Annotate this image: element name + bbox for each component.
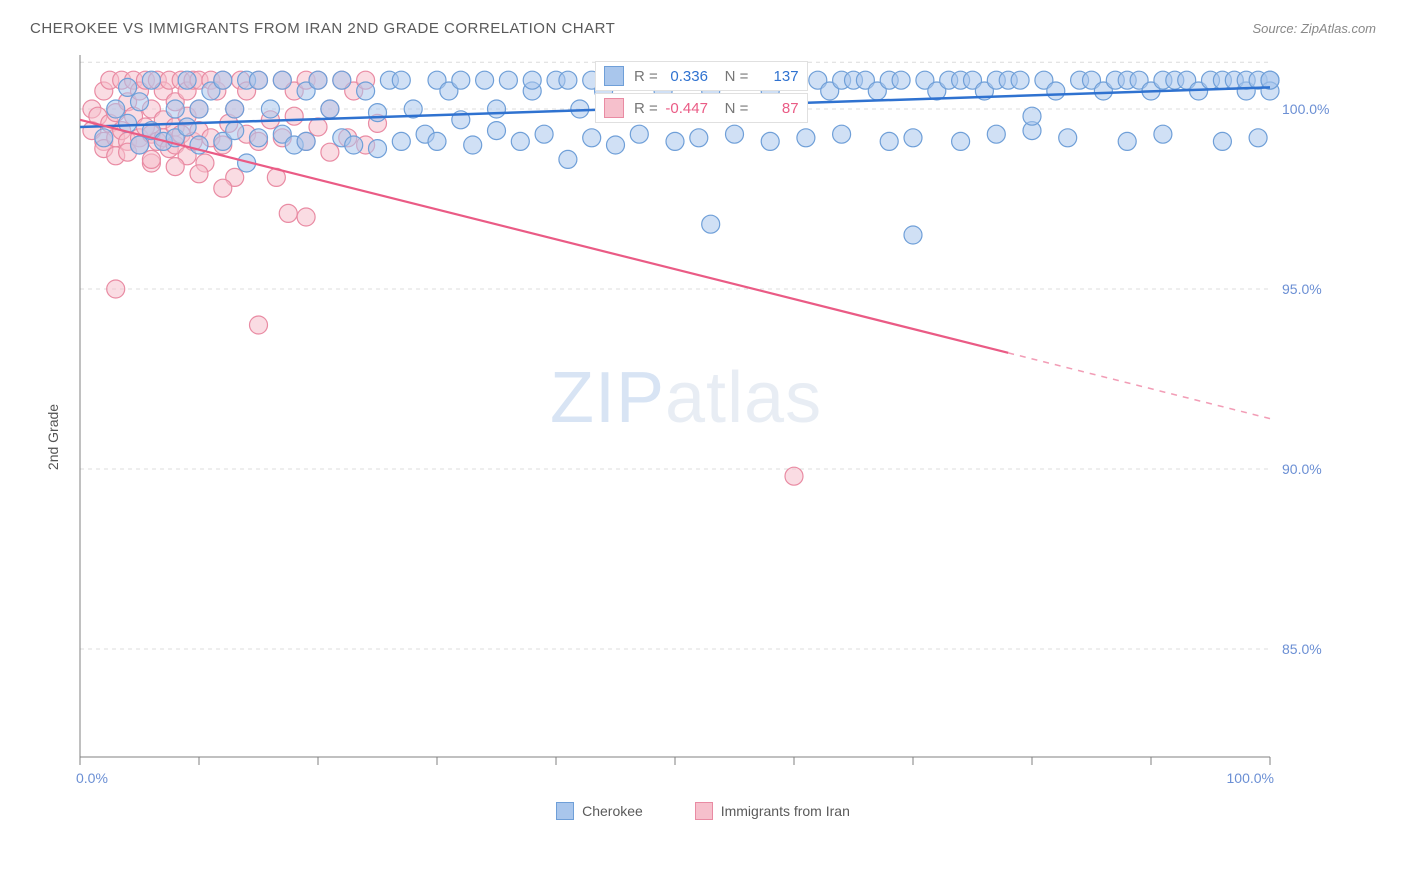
chart-area: 2nd Grade 0.0% 100.0% 85.0% 90.0% 95.0% 100.0… (30, 47, 1376, 827)
legend-swatch-cherokee (556, 802, 574, 820)
legend: Cherokee Immigrants from Iran (30, 802, 1376, 823)
chart-header: CHEROKEE VS IMMIGRANTS FROM IRAN 2ND GRA… (30, 20, 1376, 37)
legend-label-iran: Immigrants from Iran (721, 803, 850, 819)
svg-text:0.0%: 0.0% (76, 770, 108, 786)
svg-text:90.0%: 90.0% (1282, 461, 1322, 477)
chart-title: CHEROKEE VS IMMIGRANTS FROM IRAN 2ND GRA… (30, 20, 615, 37)
legend-swatch-iran (695, 802, 713, 820)
plot-svg: 0.0% 100.0% 85.0% 90.0% 95.0% 100.0% (70, 47, 1340, 787)
r-value-cherokee: 0.336 (662, 68, 708, 85)
stat-box-iran: R = -0.447 N = 87 (595, 93, 808, 123)
svg-text:100.0%: 100.0% (1227, 770, 1274, 786)
scatter-plot: 0.0%100.0%85.0%90.0%95.0%100.0% ZIPatlas… (70, 47, 1340, 787)
svg-text:95.0%: 95.0% (1282, 281, 1322, 297)
legend-item-cherokee: Cherokee (556, 802, 643, 820)
stat-swatch-cherokee (604, 66, 624, 86)
source-label: Source: ZipAtlas.com (1252, 21, 1376, 36)
svg-text:100.0%: 100.0% (1282, 101, 1329, 117)
n-value-iran: 87 (753, 100, 799, 117)
stat-swatch-iran (604, 98, 624, 118)
n-value-cherokee: 137 (753, 68, 799, 85)
legend-item-iran: Immigrants from Iran (695, 802, 850, 820)
y-axis-label: 2nd Grade (45, 404, 61, 470)
svg-text:85.0%: 85.0% (1282, 641, 1322, 657)
legend-label-cherokee: Cherokee (582, 803, 643, 819)
r-value-iran: -0.447 (662, 100, 708, 117)
stat-box-cherokee: R = 0.336 N = 137 (595, 61, 808, 91)
